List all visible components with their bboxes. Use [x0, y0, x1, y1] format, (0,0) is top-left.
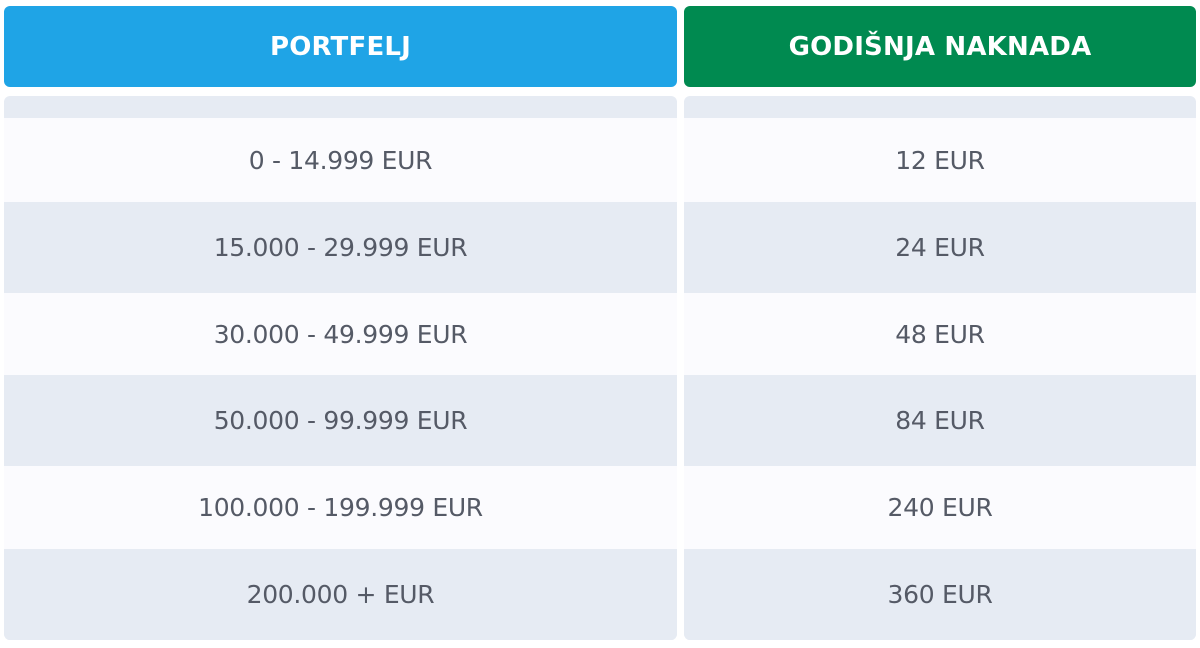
fee-cell: 12 EUR	[684, 118, 1196, 202]
portfolio-cell: 15.000 - 29.999 EUR	[4, 202, 677, 293]
fee-cell: 84 EUR	[684, 375, 1196, 466]
portfolio-cell: 50.000 - 99.999 EUR	[4, 375, 677, 466]
fee-body: 12 EUR 24 EUR 48 EUR 84 EUR 240 EUR 360 …	[684, 96, 1196, 640]
fee-header: GODIŠNJA NAKNADA	[684, 6, 1196, 87]
fee-column: GODIŠNJA NAKNADA 12 EUR 24 EUR 48 EUR 84…	[684, 6, 1196, 640]
fee-cell: 48 EUR	[684, 293, 1196, 375]
fee-cell: 360 EUR	[684, 549, 1196, 640]
portfolio-cell: 0 - 14.999 EUR	[4, 118, 677, 202]
portfolio-column: PORTFELJ 0 - 14.999 EUR 15.000 - 29.999 …	[4, 6, 677, 640]
portfolio-body: 0 - 14.999 EUR 15.000 - 29.999 EUR 30.00…	[4, 96, 677, 640]
portfolio-cell: 30.000 - 49.999 EUR	[4, 293, 677, 375]
portfolio-cell: 200.000 + EUR	[4, 549, 677, 640]
fee-cell: 240 EUR	[684, 466, 1196, 549]
fee-cell: 24 EUR	[684, 202, 1196, 293]
portfolio-cell: 100.000 - 199.999 EUR	[4, 466, 677, 549]
portfolio-header: PORTFELJ	[4, 6, 677, 87]
